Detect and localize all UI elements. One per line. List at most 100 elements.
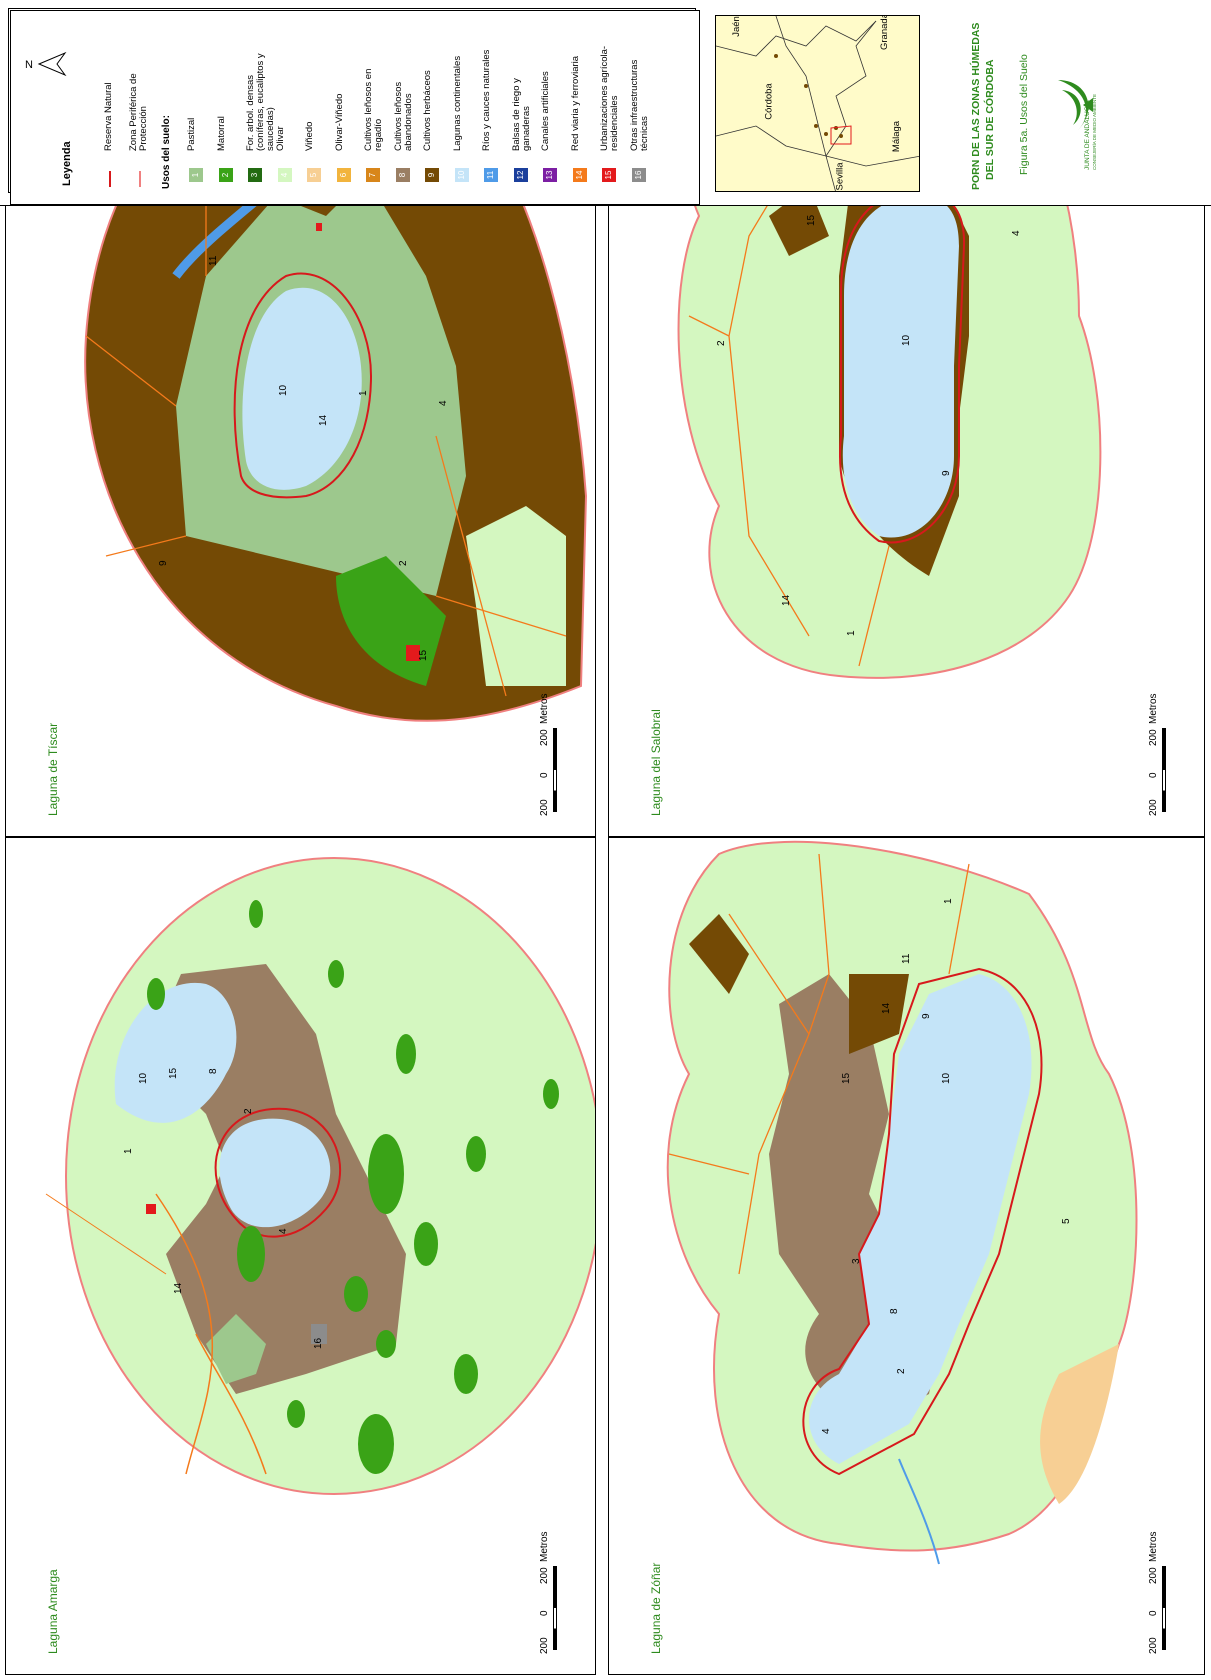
inset-city-label: Córdoba [763,83,775,120]
map-label: 9 [158,560,169,566]
inset-city-label: Granada [878,15,890,50]
legend-swatch: 3 [248,168,262,182]
legend-label: Canales artificiales [540,71,551,151]
legend-swatch: 6 [336,168,351,182]
map-label: 2 [243,1108,254,1114]
credits: PORN DE LAS ZONAS HÚMEDAS DEL SUR DE CÓR… [960,10,1200,200]
land-use-map: 1 11 14 9 15 10 8 2 3 5 4 [666,840,1138,1565]
map-label: 14 [318,414,329,426]
legend-entry: 14 Red viaria y ferroviaria [569,31,597,196]
legend-label: Red viaria y ferroviaria [569,55,581,151]
scale-bar-graphic [1162,728,1166,812]
map-label: 11 [208,255,219,266]
scale-label-right: 200 [1148,1567,1159,1584]
lake-10 [809,974,1032,1464]
reserve-line-label: Reserva Natural [103,82,114,151]
legend-entry: 4 Olivar [275,31,302,196]
legend-entry: 8 Cultivos leñosos abandonados [392,31,420,196]
logo-text: JUNTA DE ANDALUCIA [1084,100,1091,170]
scale-unit: Metros [539,1531,550,1562]
zone-15b [316,223,322,231]
legend: N Leyenda Reserva Natural Zona Periféric… [10,10,700,205]
legend-entry: 9 Cultivos herbáceos [422,31,449,196]
legend-label: Urbanizaciones agrícola-residenciales [599,45,620,151]
map-label: 5 [1061,1218,1072,1224]
zone-5-vinedo [1040,1344,1119,1504]
map-label: 4 [821,1428,832,1434]
legend-entry: 3 For. arbol. densas (coníferas, eucalipt… [245,31,276,196]
peripheral-line-label: Zona Periférica de Protección [128,73,149,151]
scale-bar-graphic [1162,1566,1166,1650]
map-label: 14 [173,1282,184,1294]
scale-label-left: 200 [539,1637,550,1654]
legend-label: Otras infraestructuras técnicas [628,59,650,151]
legend-label: Olivar-Viñedo [333,93,345,151]
zone-15 [406,645,420,661]
lake-10-north [114,982,237,1123]
legend-entry: 7 Cultivos leñosos en regadío [363,31,390,196]
scale-bar: 200 0 200 Metros [539,686,569,816]
map-label: 8 [889,1308,900,1314]
map-label: 10 [941,1072,952,1084]
land-use-map: 1 10 15 8 2 4 14 16 [45,857,596,1495]
map-label: 1 [123,1148,134,1154]
map-label: 14 [881,1002,892,1014]
map-label: 9 [941,470,952,476]
reserve-boundary [214,1107,342,1238]
legend-line-reserve: Reserva Natural [103,41,117,191]
legend-label: Pastizal [186,117,197,151]
map-label: 4 [278,1228,289,1234]
legend-swatch: 14 [572,168,587,182]
legend-label: Lagunas continentales [451,55,463,151]
legend-label: Cultivos herbáceos [422,70,433,151]
legend-swatch: 11 [484,168,498,182]
legend-entry: 12 Balsas de riego y ganaderas [510,31,538,196]
map-label: 9 [921,1013,932,1019]
legend-swatch: 10 [454,168,469,182]
reserve-boundary [802,967,1043,1476]
legend-swatch: 15 [602,168,616,182]
map-label: 10 [138,1072,149,1084]
zone-1 [206,1314,266,1384]
zone-11-river [898,1458,940,1565]
legend-entry: 11 Ríos y cauces naturales [481,31,508,196]
legend-label: Ríos y cauces naturales [481,49,492,151]
zone-16 [311,1324,327,1344]
lake-10-south [219,1118,331,1228]
reserve-boundary [233,272,373,499]
scale-bar-graphic [553,1566,557,1650]
scale-bar-graphic [553,728,557,812]
figure-caption: Figura 5a. Usos del Suelo [1018,54,1030,175]
scale-label-mid: 0 [1148,772,1159,778]
map-label: 1 [943,898,954,904]
credits-title-1: PORN DE LAS ZONAS HÚMEDAS [970,22,982,190]
legend-entry: 10 Lagunas continentales [451,31,479,196]
legend-swatch: 1 [189,168,203,182]
map-labels: 9 11 10 14 1 2 4 15 [158,255,449,661]
uses-title: Usos del suelo: [161,115,172,189]
north-arrow: N [25,51,67,80]
inset-borders [716,16,919,191]
map-label: 14 [781,594,792,606]
scale-label-left: 200 [1148,1637,1159,1654]
map-label: 16 [313,1337,324,1349]
map-label: 4 [1011,230,1022,236]
map-label: 15 [168,1067,179,1079]
map-label: 4 [438,400,449,406]
legend-label: Balsas de riego y ganaderas [510,78,532,151]
inset-city-label: Jaén [730,16,742,37]
north-label: N [25,59,33,71]
legend-label: Cultivos leñosos abandonados [392,81,414,151]
scale-unit: Metros [1148,693,1159,724]
zone-9 [849,974,909,1054]
map-label: 10 [901,334,912,346]
map-labels: 1 11 14 9 15 10 8 2 3 5 4 [821,898,1072,1434]
legend-label: Matorral [215,116,227,151]
road-14b [195,1333,267,1475]
legend-swatch: 7 [366,168,380,182]
panel-laguna-amarga: Laguna Amarga [5,837,596,1675]
zone-15 [146,1204,156,1214]
scale-label-right: 200 [539,1567,550,1584]
map-label: 15 [418,649,429,661]
map-label: 8 [208,1068,219,1074]
